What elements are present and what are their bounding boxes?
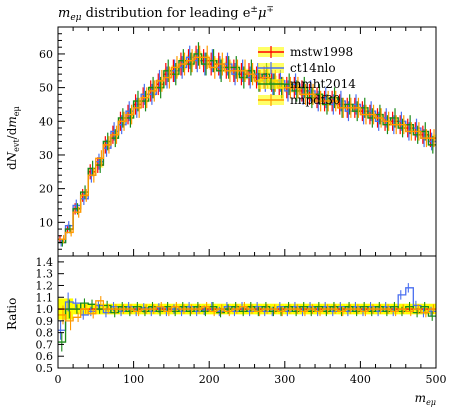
y-tick-label: 30 <box>39 149 53 162</box>
y-tick-label: 20 <box>39 183 53 196</box>
y-tick-label: 60 <box>39 48 53 61</box>
ratio-y-tick-label: 0.9 <box>36 315 54 328</box>
x-tick-label: 100 <box>123 373 144 386</box>
ratio-y-tick-label: 1.3 <box>36 268 54 281</box>
series-line-nnpdf30 <box>58 56 436 240</box>
main-frame <box>57 26 437 257</box>
ratio-x-axis: 0 100 200 300 400 500 <box>55 361 447 386</box>
main-uncertainty-bands <box>58 51 436 240</box>
series-line-mmht2014 <box>58 53 436 244</box>
y-tick-label: 50 <box>39 82 53 95</box>
ratio-line-nnpdf30 <box>58 300 436 322</box>
legend-label-nnpdf30: nnpdf30 <box>290 93 341 107</box>
ratio-series-group <box>58 283 436 352</box>
y-tick-label: 40 <box>39 115 53 128</box>
main-y-axis: 10 20 30 40 50 60 <box>39 33 65 250</box>
plot-title: meμ distribution for leading e±μ∓ <box>58 5 274 23</box>
series-line-mstw1998 <box>58 56 436 240</box>
ratio-y-tick-label: 0.8 <box>36 327 54 340</box>
ratio-y-tick-label: 0.6 <box>36 350 54 363</box>
main-series-group <box>58 42 436 247</box>
ratio-y-tick-label: 1.4 <box>36 256 54 269</box>
x-tick-label: 200 <box>199 373 220 386</box>
x-tick-label: 400 <box>350 373 371 386</box>
main-x-axis <box>57 27 437 256</box>
ratio-y-axis: 0.50.60.70.80.91.01.11.21.31.4 <box>36 256 64 375</box>
legend-label-mmht2014: mmht2014 <box>290 77 356 91</box>
ratio-y-tick-label: 1.0 <box>36 303 54 316</box>
ratio-y-tick-label: 0.5 <box>36 362 54 375</box>
legend-label-mstw1998: mstw1998 <box>290 45 353 59</box>
series-line-ct14nlo <box>58 56 436 244</box>
x-tick-label: 0 <box>55 373 62 386</box>
ratio-ylabel: Ratio <box>5 298 19 330</box>
ratio-frame <box>57 255 437 369</box>
ratio-y-tick-label: 0.7 <box>36 338 54 351</box>
main-panel: 10 20 30 40 50 60 dNevt/dmeμ <box>5 26 437 257</box>
main-ylabel: dNevt/dmeμ <box>5 106 21 170</box>
legend: mstw1998 ct14nlo mmht2014 nnpdf30 <box>258 45 356 107</box>
y-tick-label: 10 <box>39 216 53 229</box>
ratio-y-tick-label: 1.2 <box>36 279 54 292</box>
x-tick-label: 500 <box>426 373 447 386</box>
ratio-y-tick-label: 1.1 <box>36 291 54 304</box>
ratio-series-nnpdf30 <box>58 296 436 331</box>
legend-label-ct14nlo: ct14nlo <box>290 61 336 75</box>
ratio-xlabel: meμ <box>415 391 436 407</box>
ratio-panel: 0.50.60.70.80.91.01.11.21.31.4 0 100 200 30… <box>5 255 447 407</box>
x-tick-label: 300 <box>274 373 295 386</box>
